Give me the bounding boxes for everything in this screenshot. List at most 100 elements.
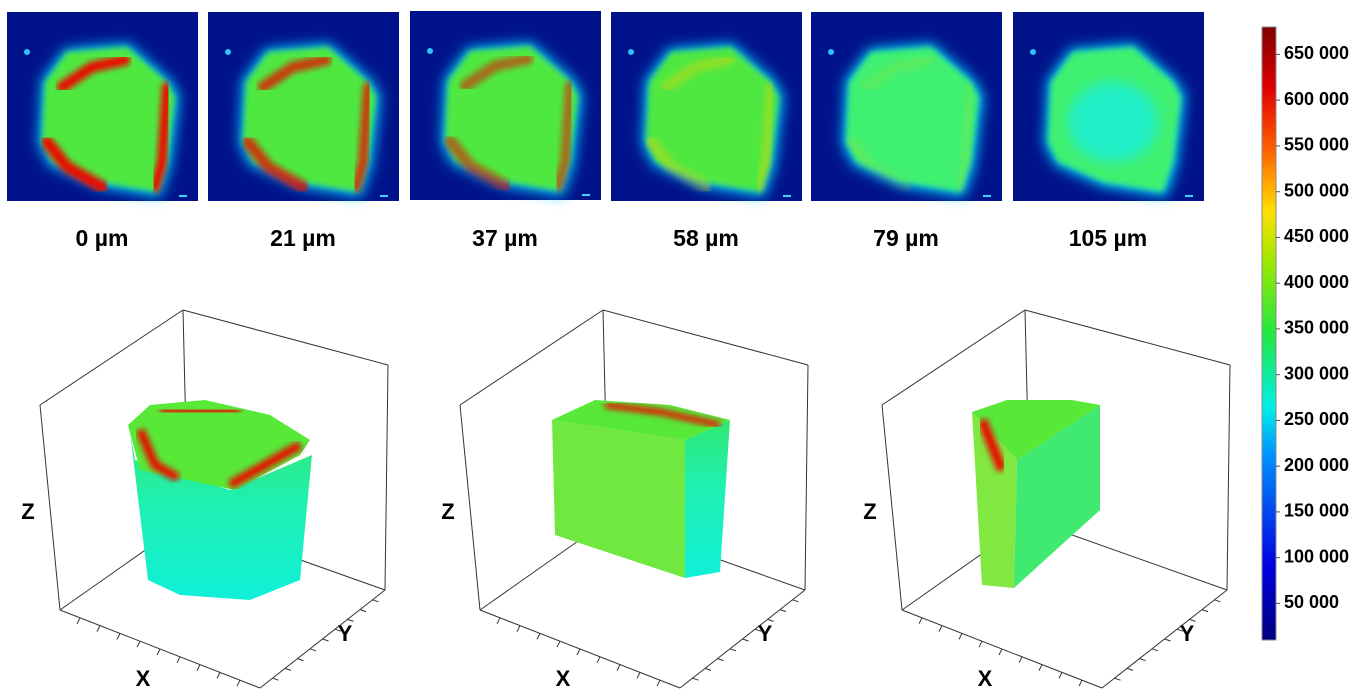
axis-tick xyxy=(273,678,279,680)
dot xyxy=(24,49,30,55)
colorbar-tick-label: 50 000 xyxy=(1284,592,1339,612)
slice-panel xyxy=(7,12,198,201)
axis-tick xyxy=(1115,678,1121,680)
scale-bar xyxy=(582,194,590,196)
axis-tick xyxy=(718,659,724,661)
axis-tick xyxy=(1215,600,1221,602)
colorbar: 50 000100 000150 000200 000250 000300 00… xyxy=(1262,27,1349,640)
dot xyxy=(427,48,433,54)
slice-panel xyxy=(1013,12,1204,201)
solid-front xyxy=(552,420,685,578)
axis-tick xyxy=(793,600,799,602)
axis-tick xyxy=(117,633,120,639)
axis-line xyxy=(460,310,603,405)
slice-label: 79 µm xyxy=(873,225,939,251)
scale-bar xyxy=(1185,195,1193,197)
axis-tick xyxy=(323,639,329,641)
axis-tick xyxy=(597,657,600,663)
slice-panel xyxy=(410,11,601,200)
axis-tick xyxy=(780,610,786,612)
axis-tick xyxy=(1059,672,1062,678)
figure: 0 µm21 µm37 µm58 µm79 µm105 µm ZYXZYXZYX… xyxy=(0,0,1372,691)
slice-panel xyxy=(208,12,399,201)
dot xyxy=(1030,49,1036,55)
axis-line xyxy=(805,365,808,590)
slice-label: 37 µm xyxy=(472,225,538,251)
axis-tick xyxy=(373,600,379,602)
slice-label: 58 µm xyxy=(673,225,739,251)
axis-tick xyxy=(617,665,620,671)
axis-tick xyxy=(177,657,180,663)
axis-tick xyxy=(743,639,749,641)
y-axis-label: Y xyxy=(338,621,353,646)
axis-tick xyxy=(1127,668,1133,670)
axis-tick xyxy=(1165,639,1171,641)
axis-tick xyxy=(999,649,1002,655)
axis-tick xyxy=(237,680,240,686)
axis-tick xyxy=(298,659,304,661)
core xyxy=(1068,82,1158,162)
colorbar-tick-label: 400 000 xyxy=(1284,272,1349,292)
colorbar-tick-label: 600 000 xyxy=(1284,89,1349,109)
axis-tick xyxy=(1079,680,1082,686)
axis-line xyxy=(460,405,480,610)
view-3d: Z Y X xyxy=(21,310,388,691)
dot xyxy=(225,49,231,55)
axis-tick xyxy=(217,672,220,678)
colorbar-gradient xyxy=(1262,27,1276,640)
axis-tick xyxy=(1152,649,1158,651)
axis-line xyxy=(183,310,388,365)
view-3d: Z Y X xyxy=(441,310,808,691)
scale-bar xyxy=(179,195,187,197)
z-axis-label: Z xyxy=(21,499,34,524)
axis-tick xyxy=(537,633,540,639)
axis-tick xyxy=(360,610,366,612)
scale-bar xyxy=(983,195,991,197)
colorbar-tick-label: 200 000 xyxy=(1284,455,1349,475)
axis-tick xyxy=(517,626,520,632)
z-axis-label: Z xyxy=(441,499,454,524)
axis-tick xyxy=(310,649,316,651)
axis-tick xyxy=(919,618,922,624)
axis-tick xyxy=(1202,610,1208,612)
x-axis-label: X xyxy=(556,666,571,691)
axis-line xyxy=(1227,365,1230,590)
axis-tick xyxy=(1019,657,1022,663)
y-axis-label: Y xyxy=(1180,621,1195,646)
slice-label: 105 µm xyxy=(1069,225,1147,251)
z-axis-label: Z xyxy=(863,499,876,524)
axis-line xyxy=(40,310,183,405)
axis-tick xyxy=(637,672,640,678)
axis-tick xyxy=(939,626,942,632)
axis-line xyxy=(882,405,902,610)
axis-tick xyxy=(157,649,160,655)
slice-panels: 0 µm 21 µm 37 µm 58 µm 79 µm 105 µm xyxy=(7,11,1204,251)
dot xyxy=(828,49,834,55)
scale-bar xyxy=(783,195,791,197)
axis-tick xyxy=(657,680,660,686)
colorbar-tick-label: 450 000 xyxy=(1284,226,1349,246)
colorbar-tick-label: 250 000 xyxy=(1284,409,1349,429)
colorbar-tick-label: 100 000 xyxy=(1284,546,1349,566)
slice-panel xyxy=(811,12,1002,201)
scale-bar xyxy=(380,195,388,197)
axis-tick xyxy=(577,649,580,655)
axis-tick xyxy=(730,649,736,651)
view-3d: ZYX xyxy=(863,310,1230,691)
y-axis-label: Y xyxy=(758,621,773,646)
x-axis-label: X xyxy=(136,666,151,691)
axis-tick xyxy=(1039,665,1042,671)
axis-tick xyxy=(693,678,699,680)
axis-line xyxy=(385,365,388,590)
hot-edge xyxy=(160,410,240,412)
colorbar-tick-label: 500 000 xyxy=(1284,180,1349,200)
slice-panel xyxy=(611,12,802,201)
slice-label: 0 µm xyxy=(76,225,129,251)
axis-tick xyxy=(557,641,560,647)
axis-tick xyxy=(137,641,140,647)
slice-label: 21 µm xyxy=(270,225,336,251)
axis-tick xyxy=(197,665,200,671)
axis-tick xyxy=(497,618,500,624)
axis-line xyxy=(40,405,60,610)
axis-tick xyxy=(285,668,291,670)
